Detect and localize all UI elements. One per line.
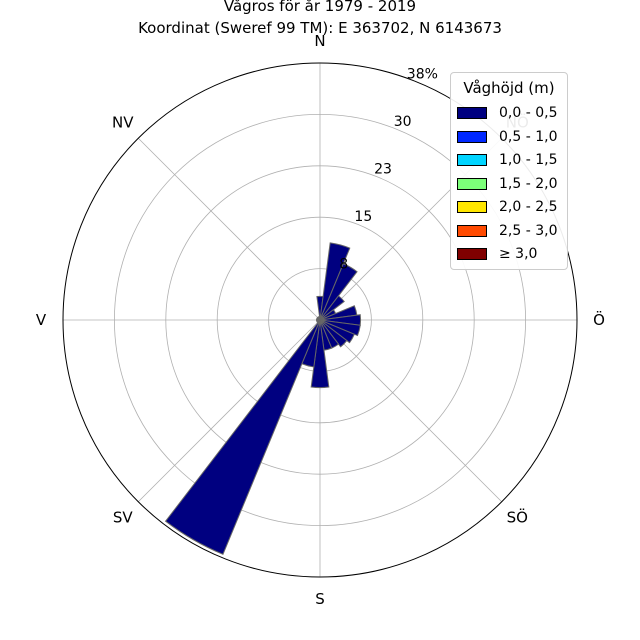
legend-label: ≥ 3,0 <box>499 246 538 262</box>
legend-item: 0,0 - 0,5 <box>457 103 557 123</box>
direction-label: S <box>315 590 325 608</box>
wave-bar <box>164 319 321 555</box>
wave-bar <box>310 319 330 389</box>
wave-bar <box>318 316 321 321</box>
wave-bar <box>319 319 348 348</box>
legend-swatch <box>457 248 487 260</box>
legend-item: 1,5 - 2,0 <box>457 174 557 194</box>
direction-label: SÖ <box>507 507 528 526</box>
legend-swatch <box>457 154 487 166</box>
legend-swatch <box>457 224 487 237</box>
legend-item: ≥ 3,0 <box>457 244 537 264</box>
radial-tick-label: 15 <box>354 209 372 225</box>
chart-title: Vågros för år 1979 - 2019 <box>223 0 417 15</box>
wave-bar <box>319 242 351 321</box>
legend-label: 0,0 - 0,5 <box>499 105 558 121</box>
legend-label: 0,5 - 1,0 <box>499 128 558 145</box>
direction-label: Ö <box>593 310 605 329</box>
wave-bar <box>319 295 345 321</box>
legend-label: 1,0 - 1,5 <box>499 152 558 168</box>
legend-title: Våghöjd (m) <box>463 79 555 97</box>
polar-frame <box>62 62 578 578</box>
direction-label: V <box>36 311 47 329</box>
legend-label: 2,0 - 2,5 <box>499 199 558 215</box>
legend-item: 2,5 - 3,0 <box>457 221 557 241</box>
radial-tick-label: 38% <box>407 67 438 83</box>
legend-item: 1,0 - 1,5 <box>457 150 557 170</box>
wave-bar <box>319 319 356 344</box>
legend-swatch <box>457 130 487 143</box>
radial-tick-label: 8 <box>339 257 348 273</box>
radial-tick-label: 23 <box>374 162 392 178</box>
direction-label: SV <box>113 508 134 526</box>
legend-swatch <box>457 177 487 190</box>
chart-subtitle: Koordinat (Sweref 99 TM): E 363702, N 61… <box>138 19 502 37</box>
legend-item: 2,0 - 2,5 <box>457 197 557 217</box>
legend-swatch <box>457 201 487 213</box>
direction-label: NV <box>112 114 134 132</box>
legend-label: 2,5 - 3,0 <box>499 222 558 239</box>
legend: Våghöjd (m) 0,0 - 0,5 0,5 - 1,0 1,0 - 1,5 1… <box>450 72 568 270</box>
legend-label: 1,5 - 2,0 <box>499 175 558 192</box>
angular-gridline <box>319 319 503 503</box>
legend-swatch <box>457 107 487 119</box>
wave-bar <box>319 263 358 321</box>
radial-tick-label: 30 <box>394 114 412 130</box>
legend-item: 0,5 - 1,0 <box>457 127 557 147</box>
direction-label: N <box>314 32 325 50</box>
angular-gridline <box>137 137 321 321</box>
angular-gridline <box>137 319 321 503</box>
